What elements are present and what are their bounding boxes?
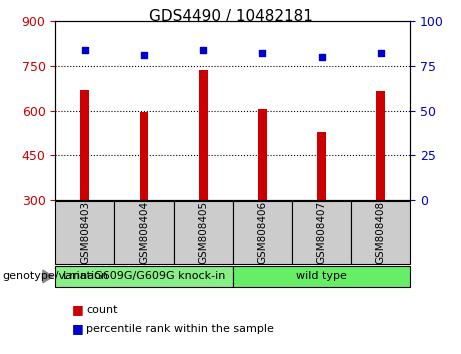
Text: GSM808405: GSM808405: [198, 201, 208, 264]
Point: [259, 51, 266, 56]
Text: LmnaG609G/G609G knock-in: LmnaG609G/G609G knock-in: [63, 272, 225, 281]
Text: count: count: [86, 305, 118, 315]
Text: GDS4490 / 10482181: GDS4490 / 10482181: [148, 9, 313, 24]
Text: ■: ■: [71, 322, 83, 335]
Bar: [140, 112, 148, 200]
Point: [318, 54, 325, 60]
Text: GSM808408: GSM808408: [376, 201, 386, 264]
Point: [140, 52, 148, 58]
Text: ■: ■: [71, 303, 83, 316]
Bar: [81, 90, 89, 200]
Text: GSM808404: GSM808404: [139, 201, 149, 264]
Point: [377, 51, 384, 56]
Text: GSM808407: GSM808407: [317, 201, 326, 264]
Bar: [199, 70, 207, 200]
Bar: [376, 91, 385, 200]
Bar: [258, 109, 267, 200]
Bar: [317, 132, 326, 200]
Point: [81, 47, 89, 53]
Text: wild type: wild type: [296, 272, 347, 281]
Text: percentile rank within the sample: percentile rank within the sample: [86, 324, 274, 333]
Text: GSM808403: GSM808403: [80, 201, 90, 264]
Point: [200, 47, 207, 53]
Text: GSM808406: GSM808406: [257, 201, 267, 264]
Text: genotype/variation: genotype/variation: [2, 271, 108, 281]
